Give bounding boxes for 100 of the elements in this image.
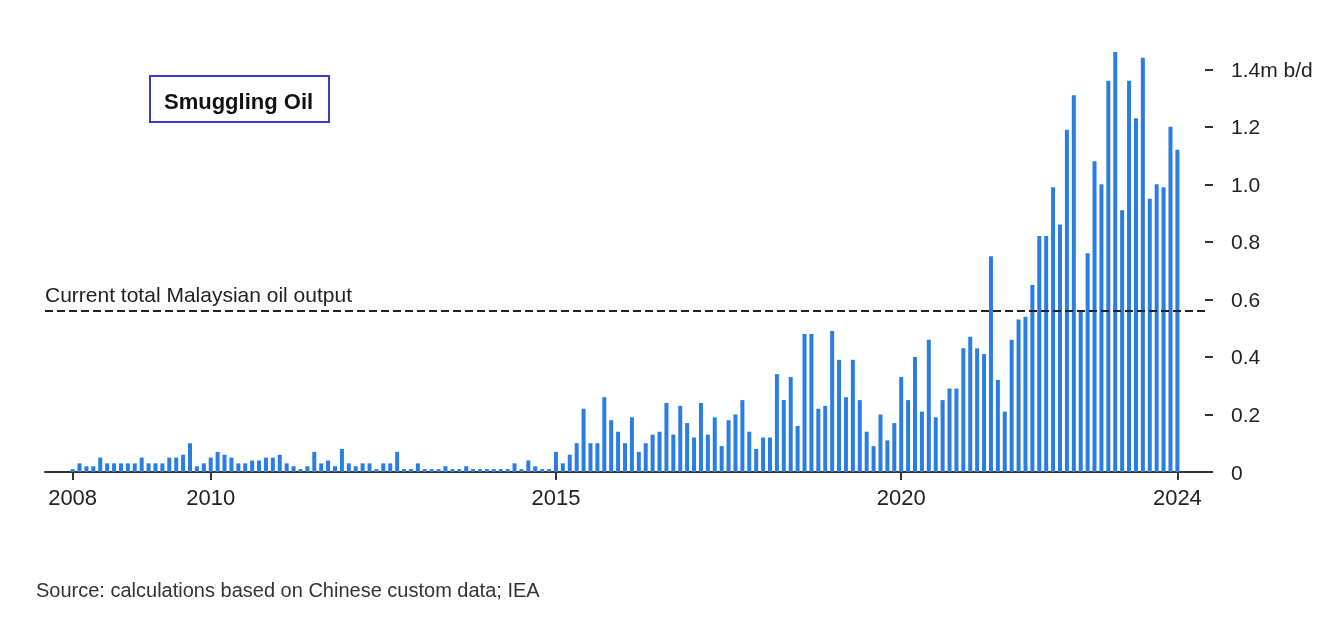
bar (146, 463, 151, 472)
bar (685, 423, 690, 472)
bar (1016, 319, 1021, 472)
bar (70, 469, 75, 472)
bar (484, 469, 489, 472)
bar (1009, 339, 1014, 472)
bar (1154, 184, 1159, 472)
bar (478, 469, 482, 472)
bar (1175, 149, 1180, 472)
bar (1037, 236, 1042, 472)
bar (871, 446, 876, 472)
y-tick-label: 0.8 (1231, 230, 1261, 254)
bar (1147, 198, 1152, 472)
bar (319, 463, 324, 472)
bar (1044, 236, 1049, 472)
bar (1113, 52, 1118, 472)
bar (450, 469, 455, 472)
bar (629, 417, 634, 472)
bar (118, 463, 123, 472)
bar (547, 469, 552, 472)
bar (899, 377, 904, 472)
bar (229, 457, 234, 472)
x-tick-label: 2010 (186, 484, 236, 510)
bar (132, 463, 137, 472)
bar (988, 256, 993, 472)
bar (623, 443, 627, 472)
bar (160, 463, 165, 472)
bar (139, 457, 144, 472)
x-tick-label: 2024 (1152, 484, 1202, 510)
bar (913, 356, 917, 472)
y-tick-label: 1.0 (1231, 172, 1261, 196)
bar (982, 354, 987, 472)
bar (1051, 187, 1056, 472)
bar (222, 454, 227, 472)
bar (257, 460, 262, 472)
bar (809, 333, 814, 472)
bar (712, 417, 717, 472)
bar (298, 469, 303, 472)
bar (885, 440, 890, 472)
bar (940, 400, 945, 472)
bar (719, 446, 724, 472)
y-tick-label: 0 (1231, 460, 1243, 484)
bar (291, 466, 296, 472)
y-tick-label: 1.4m b/d (1231, 57, 1313, 81)
bar (436, 469, 441, 472)
bar (333, 466, 337, 472)
bar (926, 339, 931, 472)
bar (664, 402, 669, 472)
bar (1092, 161, 1097, 472)
bar (919, 411, 924, 472)
bar (374, 469, 379, 472)
bar (326, 460, 331, 472)
bar (112, 463, 117, 472)
bar (512, 463, 517, 472)
bar (878, 414, 883, 472)
bar (740, 400, 745, 472)
bar (526, 460, 531, 472)
bar (609, 420, 614, 472)
bar (533, 466, 538, 472)
bar (961, 348, 966, 472)
bar (761, 437, 766, 472)
bar (402, 469, 407, 472)
bar (754, 448, 759, 472)
bar (84, 466, 89, 472)
bar (1133, 118, 1138, 472)
bar (1002, 411, 1007, 472)
text: Smuggling Oil (164, 88, 314, 114)
bar (388, 463, 393, 472)
bar (1023, 316, 1028, 472)
bar (174, 457, 179, 472)
bar (588, 443, 593, 472)
bar (250, 460, 255, 472)
bar (553, 451, 558, 472)
bar (498, 469, 503, 472)
y-tick-label: 1.2 (1231, 115, 1261, 139)
bar (602, 397, 607, 472)
bar (968, 336, 973, 472)
bar (650, 434, 655, 472)
bar (830, 331, 835, 472)
bar (243, 463, 248, 472)
bar (705, 434, 710, 472)
bar (215, 451, 220, 472)
bar (864, 431, 869, 472)
bar (850, 359, 855, 472)
bar (1078, 310, 1083, 472)
bar (422, 469, 427, 472)
bar (188, 443, 192, 472)
bar (1058, 224, 1062, 472)
bar (408, 469, 413, 472)
bar (284, 463, 289, 472)
y-tick-label: 0.4 (1231, 345, 1261, 369)
source-note: Source: calculations based on Chinese custom data; IEA (36, 579, 541, 601)
bar (933, 417, 938, 472)
bar (906, 400, 911, 472)
bar (1071, 95, 1076, 472)
bar (1168, 126, 1173, 472)
bar (567, 454, 572, 472)
x-tick-label: 2020 (876, 484, 926, 510)
bar (1064, 129, 1069, 472)
bar (360, 463, 365, 472)
